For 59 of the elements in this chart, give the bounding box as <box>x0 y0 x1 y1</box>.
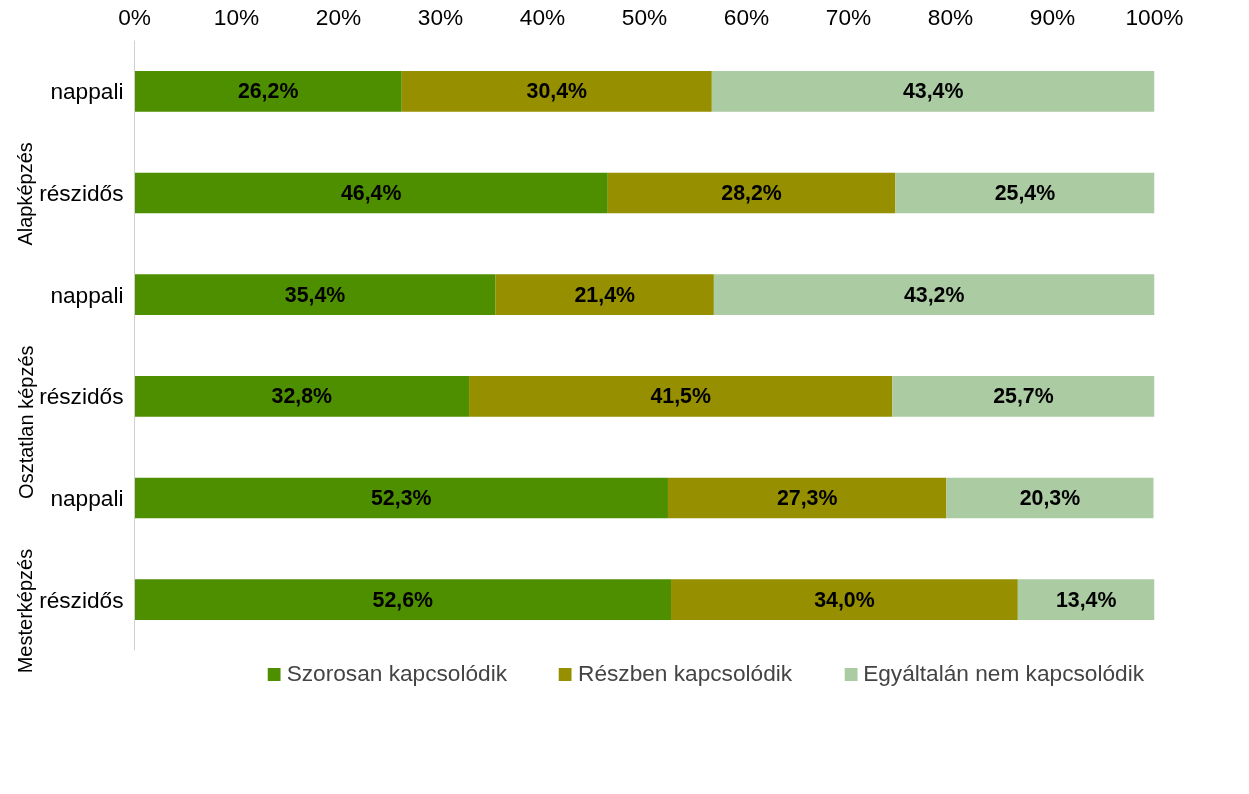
data-label: 26,2% <box>237 79 299 104</box>
y-tick-label: nappali <box>50 281 124 308</box>
data-label: 21,4% <box>574 282 635 307</box>
data-label: 32,8% <box>271 384 333 409</box>
data-label: 43,2% <box>903 282 965 307</box>
x-tick-label: 70% <box>825 3 872 30</box>
x-tick-label: 0% <box>118 3 151 30</box>
data-label: 20,3% <box>1019 486 1081 510</box>
x-tick-label: 10% <box>213 3 260 30</box>
bar <box>892 376 1155 417</box>
data-label: 30,4% <box>526 79 588 104</box>
x-tick-label: 30% <box>417 3 464 30</box>
data-label: 52,3% <box>370 486 432 510</box>
y-tick-label: részidős <box>39 180 124 206</box>
bar <box>713 274 1155 315</box>
data-label: 34,0% <box>814 587 875 612</box>
data-label: 52,6% <box>372 587 434 612</box>
bar <box>134 579 672 620</box>
bar <box>671 579 1018 620</box>
data-label: 25,7% <box>993 384 1054 409</box>
x-tick-label: 50% <box>621 3 668 30</box>
data-label: 25,4% <box>994 181 1056 205</box>
bar <box>469 376 893 417</box>
bar <box>495 274 714 315</box>
text: Osztatlan képzés <box>14 345 37 499</box>
legend-label: Szorosan kapcsolódik <box>286 660 508 687</box>
data-label: 41,5% <box>650 384 711 409</box>
bar <box>1017 579 1155 620</box>
x-tick-label: 60% <box>723 3 770 30</box>
bar <box>895 172 1155 214</box>
bar <box>667 477 947 519</box>
legend-label: Egyáltalán nem kapcsolódik <box>863 660 1144 687</box>
data-label: 35,4% <box>284 282 346 307</box>
bar <box>607 172 896 214</box>
data-label: 28,2% <box>721 181 782 205</box>
x-tick-label: 90% <box>1029 3 1076 30</box>
y-tick-label: részidős <box>39 586 124 613</box>
x-tick-label: 80% <box>927 3 974 30</box>
y-tick-label: nappali <box>50 78 124 105</box>
y-tick-label: részidős <box>39 383 124 410</box>
data-label: 27,3% <box>776 486 838 510</box>
data-label: 46,4% <box>340 181 402 205</box>
bar <box>134 376 470 417</box>
x-tick-label: 40% <box>519 3 566 30</box>
y-tick-label: nappali <box>50 485 124 511</box>
data-label: 43,4% <box>902 79 964 104</box>
bar <box>134 274 496 315</box>
bar <box>134 71 402 112</box>
data-label: 13,4% <box>1055 587 1117 612</box>
bar <box>711 71 1155 112</box>
bar <box>134 477 668 519</box>
legend-label: Részben kapcsolódik <box>578 660 793 687</box>
text: Alapképzés <box>14 142 37 246</box>
x-tick-label: 100% <box>1125 3 1184 30</box>
text: Mesterképzés <box>14 548 37 674</box>
bar <box>134 172 608 214</box>
bar <box>946 477 1154 519</box>
x-tick-label: 20% <box>315 3 362 30</box>
bar <box>401 71 712 112</box>
